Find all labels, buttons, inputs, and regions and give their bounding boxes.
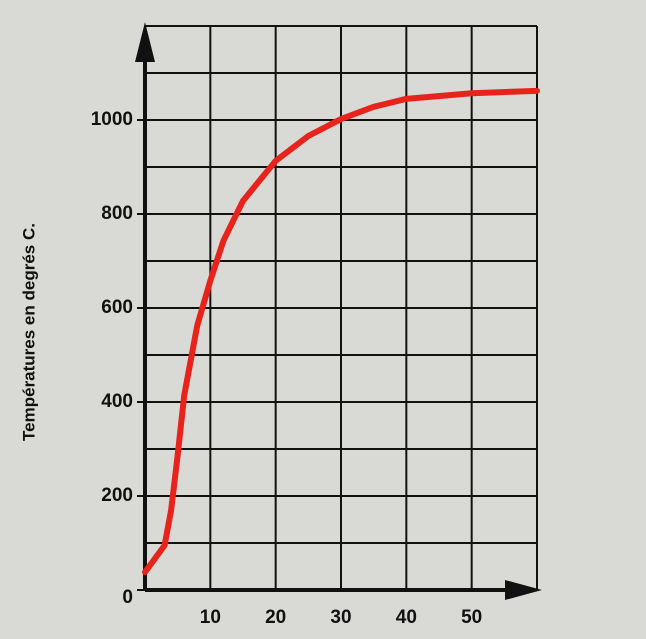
x-tick-label: 30: [330, 607, 351, 628]
y-tick-label: 800: [101, 203, 133, 224]
x-tick-label: 20: [265, 607, 286, 628]
y-tick-label: 600: [101, 297, 133, 318]
x-tick-label: 10: [200, 607, 221, 628]
y-tick-label: 0: [122, 587, 133, 608]
y-tick-label: 200: [101, 485, 133, 506]
y-axis-title: Températures en degrés C.: [19, 223, 38, 441]
data-line: [142, 87, 540, 576]
x-tick-label: 50: [461, 607, 482, 628]
x-tick-label: 40: [396, 607, 417, 628]
y-tick-label: 400: [101, 391, 133, 412]
y-tick-label: 1000: [91, 109, 133, 130]
